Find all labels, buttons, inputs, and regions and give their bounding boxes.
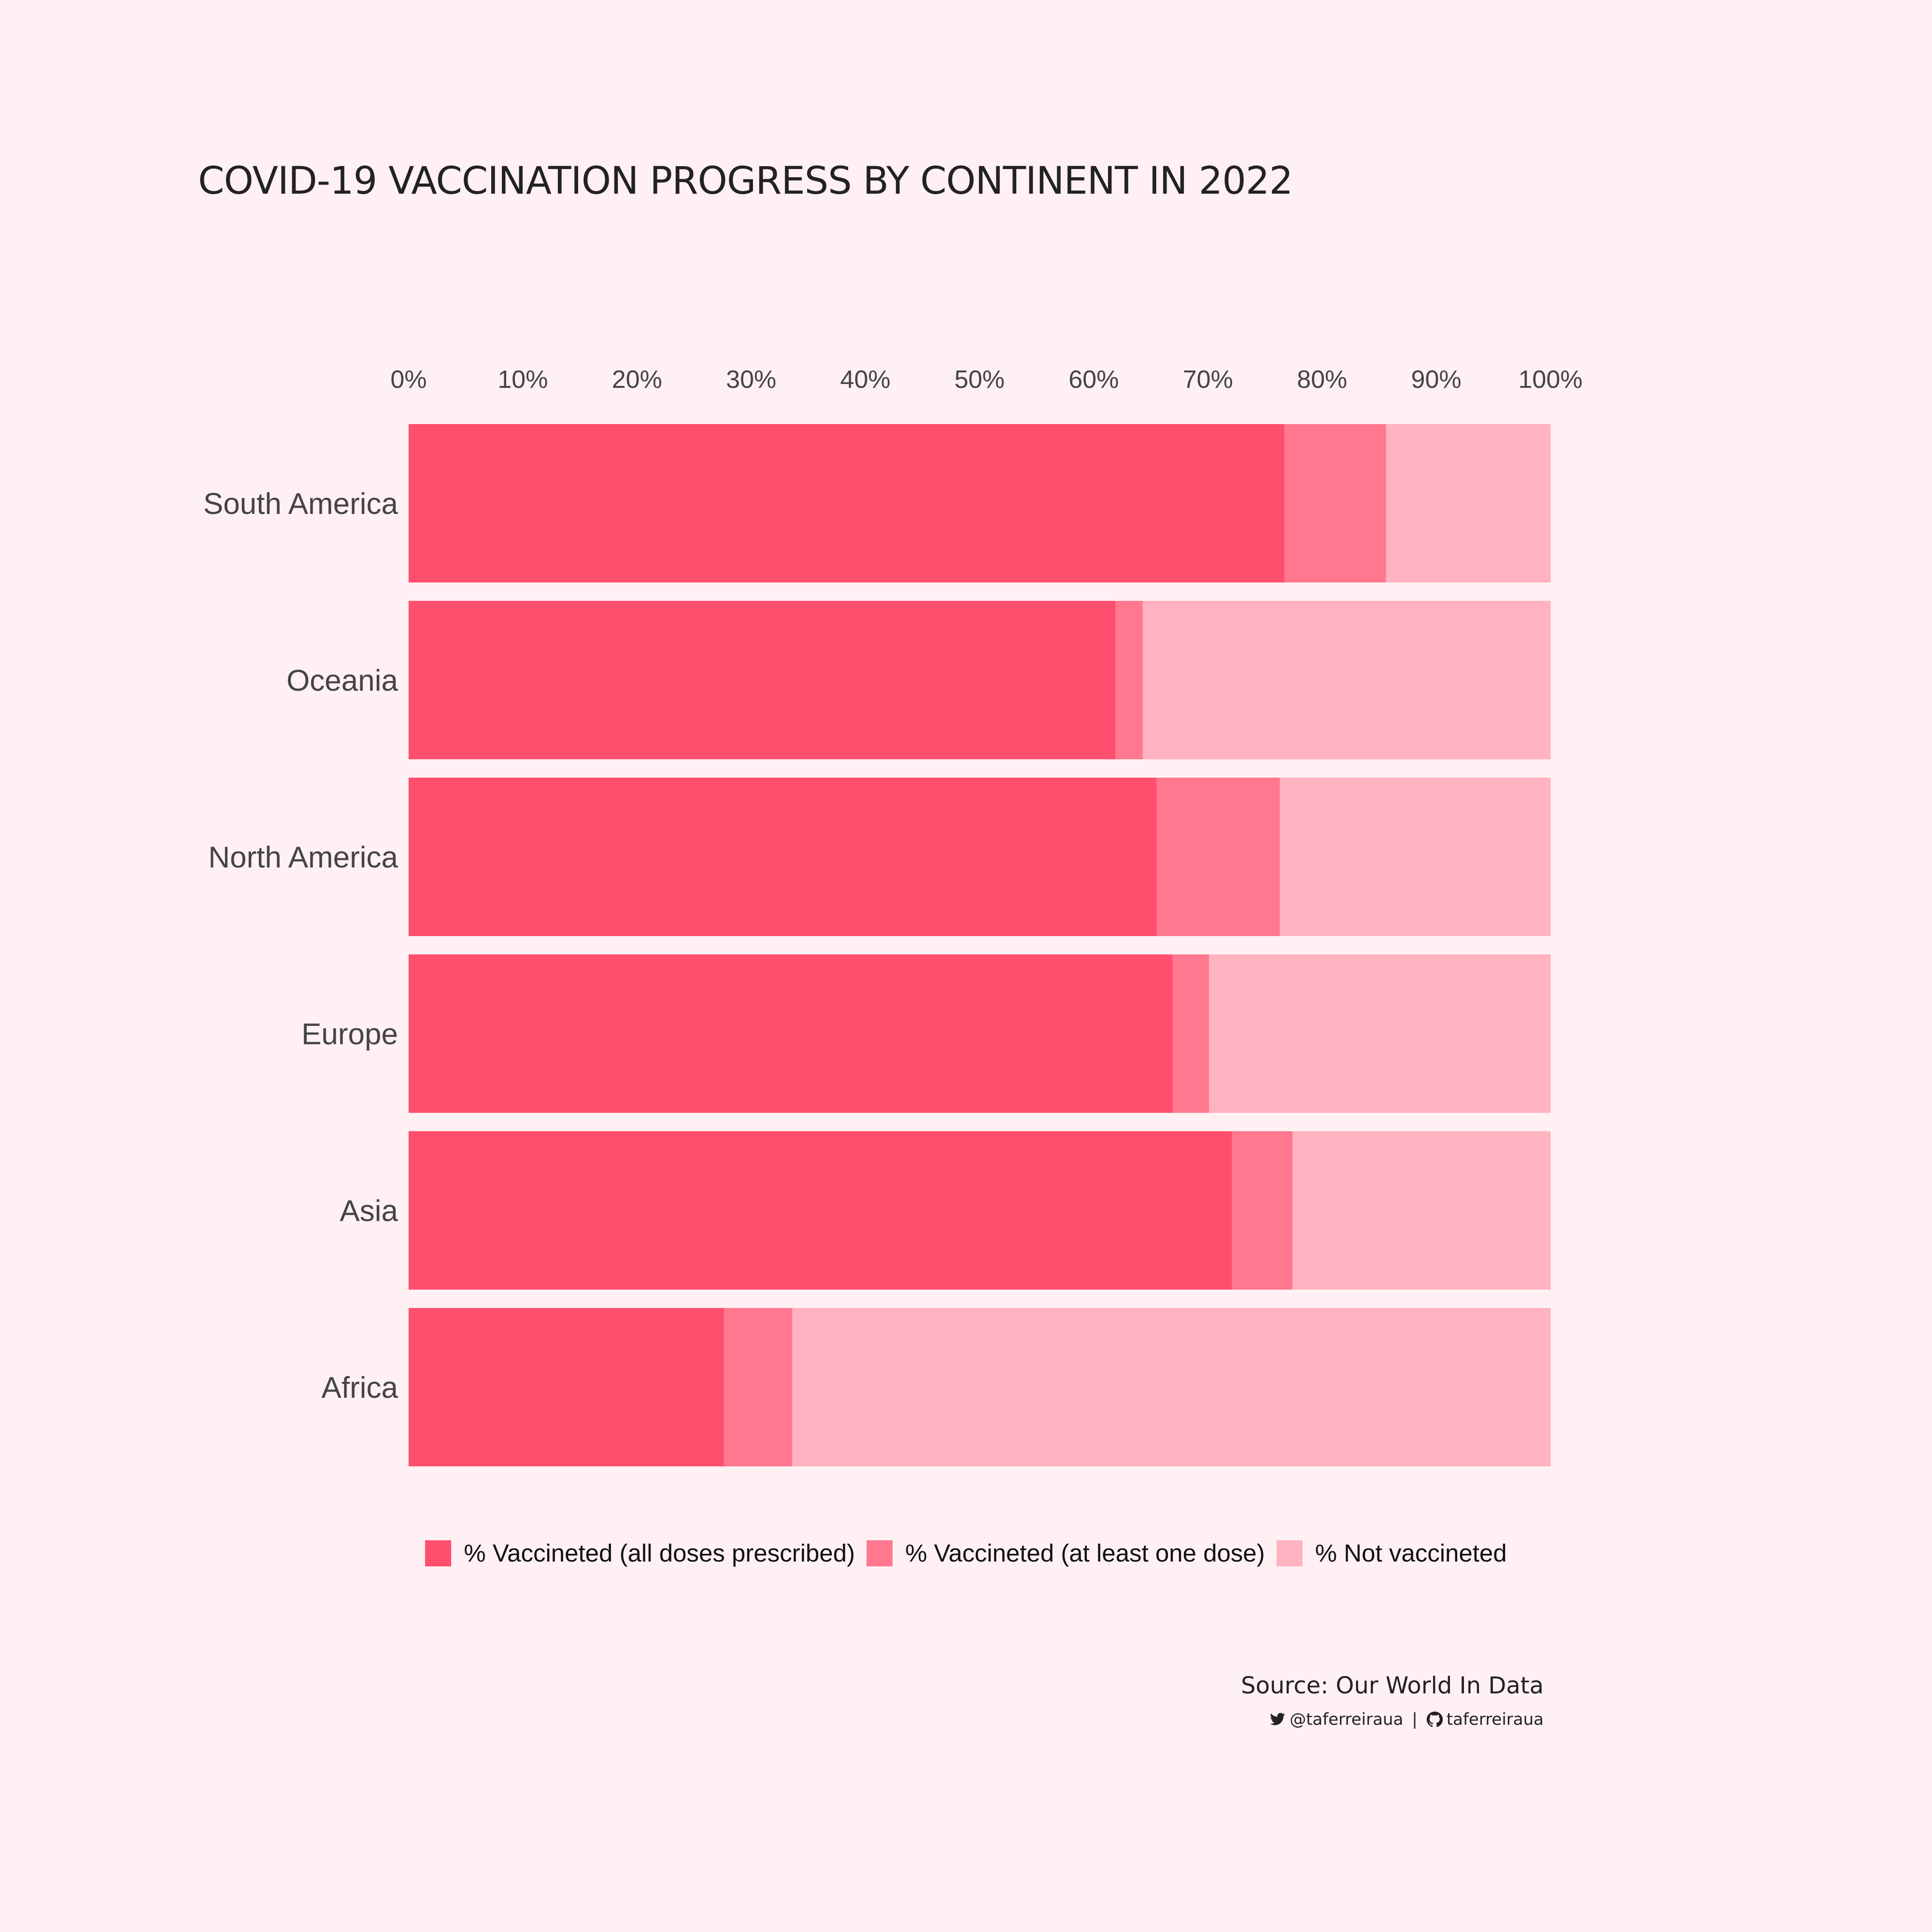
category-label: South America — [203, 487, 398, 521]
x-tick-label: 0% — [390, 366, 426, 394]
legend-swatch — [1276, 1540, 1303, 1566]
bar-segment — [409, 424, 1285, 582]
legend-label: % Not vaccineted — [1315, 1539, 1507, 1567]
source-note: Source: Our World In Data — [1241, 1672, 1544, 1699]
legend-item: % Not vaccineted — [1276, 1539, 1507, 1567]
legend-swatch — [425, 1540, 452, 1566]
github-icon — [1426, 1711, 1443, 1727]
x-tick-label: 10% — [497, 366, 548, 394]
x-tick-label: 90% — [1411, 366, 1462, 394]
credits: @taferreiraua | taferreiraua — [1269, 1710, 1544, 1729]
bar-segment — [1115, 601, 1143, 759]
bar-segment — [1292, 1131, 1551, 1290]
bar-segment — [1284, 424, 1387, 582]
legend-label: % Vaccineted (at least one dose) — [905, 1539, 1265, 1567]
category-label: Asia — [340, 1194, 398, 1228]
bar-segment — [1386, 424, 1551, 582]
x-tick-label: 30% — [726, 366, 776, 394]
legend: % Vaccineted (all doses prescribed) % Vac… — [0, 1539, 1932, 1567]
bar-segment — [792, 1308, 1551, 1466]
legend-item: % Vaccineted (all doses prescribed) — [425, 1539, 855, 1567]
bar-segment — [1156, 778, 1280, 936]
chart-title: COVID-19 VACCINATION PROGRESS BY CONTINE… — [198, 159, 1293, 203]
bar-segment — [724, 1308, 793, 1466]
bar-segment — [409, 1131, 1232, 1290]
x-tick-label: 50% — [954, 366, 1005, 394]
bar-segment — [1209, 954, 1551, 1113]
category-labels: South America Oceania North America Europe A… — [203, 487, 398, 1405]
legend-label: % Vaccineted (all doses prescribed) — [464, 1539, 855, 1567]
bar-segment — [409, 1308, 724, 1466]
x-tick-label: 20% — [612, 366, 662, 394]
bars — [409, 424, 1551, 1466]
x-tick-label: 60% — [1068, 366, 1119, 394]
category-label: North America — [208, 841, 398, 874]
credits-separator: | — [1412, 1710, 1418, 1729]
legend-item: % Vaccineted (at least one dose) — [867, 1539, 1265, 1567]
twitter-icon — [1270, 1713, 1285, 1725]
x-axis-ticks: 0% 10% 20% 30% 40% 50% 60% 70% 80% 90% 100% — [390, 366, 1582, 394]
x-tick-label: 80% — [1297, 366, 1347, 394]
category-label: Africa — [322, 1371, 398, 1405]
bar-segment — [1172, 954, 1209, 1113]
x-tick-label: 40% — [840, 366, 891, 394]
bar-segment — [409, 601, 1116, 759]
github-handle: taferreiraua — [1446, 1710, 1544, 1729]
category-label: Europe — [301, 1018, 398, 1051]
x-tick-label: 100% — [1519, 366, 1583, 394]
twitter-handle: @taferreiraua — [1290, 1710, 1404, 1729]
category-label: Oceania — [286, 664, 398, 697]
bar-segment — [409, 778, 1157, 936]
bar-segment — [1232, 1131, 1293, 1290]
bar-segment — [1143, 601, 1551, 759]
legend-swatch — [867, 1540, 893, 1566]
bar-segment — [1279, 778, 1551, 936]
bar-segment — [409, 954, 1173, 1113]
x-tick-label: 70% — [1183, 366, 1233, 394]
